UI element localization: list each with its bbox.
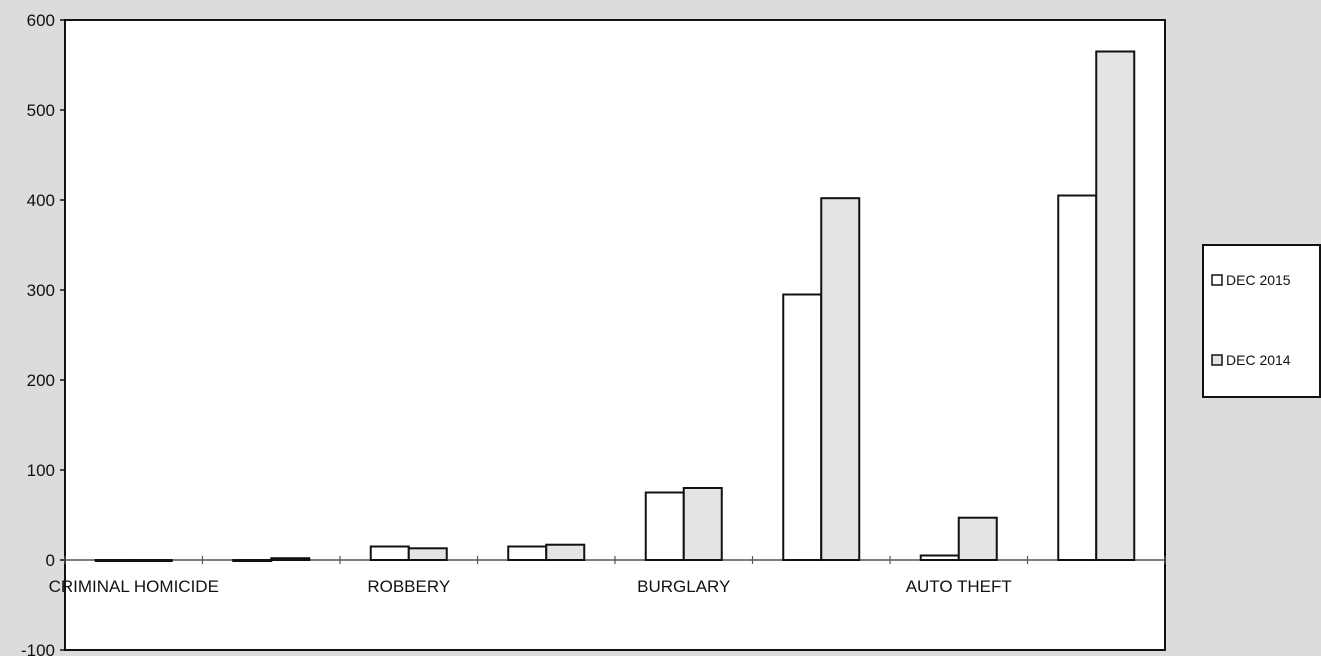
y-tick-label: 100 xyxy=(27,461,55,480)
legend-swatch xyxy=(1211,274,1223,286)
bars xyxy=(94,50,1136,562)
plot-area xyxy=(64,19,1166,651)
bar-dec-2014-1 xyxy=(270,557,311,562)
legend-swatch xyxy=(1211,354,1223,366)
y-tick-label: 300 xyxy=(27,281,55,300)
y-tick-label: 600 xyxy=(27,11,55,30)
bar-dec-2015-7 xyxy=(1057,194,1098,561)
y-tick-label: 200 xyxy=(27,371,55,390)
bar-dec-2015-6 xyxy=(919,554,960,561)
y-tick-label: 500 xyxy=(27,101,55,120)
bar-dec-2014-6 xyxy=(957,516,998,562)
y-tick-label: 400 xyxy=(27,191,55,210)
y-axis: -100 0 100 200 300 400 500 600 xyxy=(21,11,65,656)
bar-dec-2014-7 xyxy=(1095,50,1136,561)
bar-dec-2015-1 xyxy=(232,559,273,562)
bar-dec-2015-4 xyxy=(644,491,685,561)
bar-dec-2015-5 xyxy=(782,293,823,561)
category-label: AUTO THEFT xyxy=(906,577,1012,596)
bar-dec-2014-2 xyxy=(407,547,448,561)
legend-box xyxy=(1202,244,1321,398)
bar-dec-2014-4 xyxy=(682,487,723,561)
bar-dec-2014-0 xyxy=(132,559,173,562)
category-labels: CRIMINAL HOMICIDE ROBBERY BURGLARY AUTO THE… xyxy=(49,577,1012,596)
category-label: ROBBERY xyxy=(367,577,450,596)
legend: DEC 2015 DEC 2014 xyxy=(1202,244,1321,398)
bar-dec-2015-2 xyxy=(369,545,410,561)
category-label: CRIMINAL HOMICIDE xyxy=(49,577,219,596)
legend-label: DEC 2014 xyxy=(1226,352,1291,368)
y-tick-label: -100 xyxy=(21,641,55,656)
category-label: BURGLARY xyxy=(637,577,730,596)
y-tick-label: 0 xyxy=(46,551,55,570)
bar-dec-2015-0 xyxy=(94,559,135,562)
bar-dec-2014-5 xyxy=(820,197,861,561)
bar-dec-2014-3 xyxy=(545,543,586,562)
bar-dec-2015-3 xyxy=(507,545,548,561)
legend-label: DEC 2015 xyxy=(1226,272,1291,288)
